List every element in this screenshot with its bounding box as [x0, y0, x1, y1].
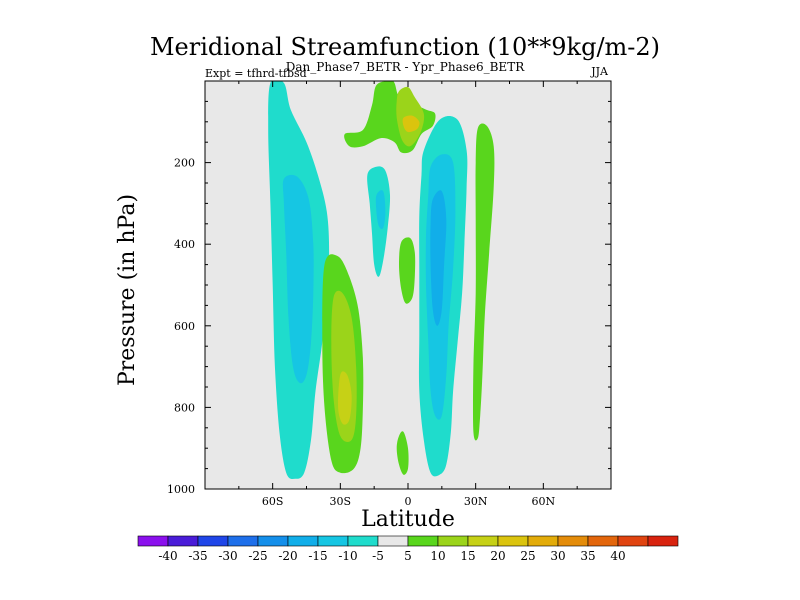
- colorbar-swatch: [557, 535, 589, 547]
- colorbar-label: -30: [218, 549, 237, 563]
- axis-ticks: [205, 81, 611, 489]
- colorbar-label: -15: [308, 549, 327, 563]
- colorbar-swatch: [587, 535, 619, 547]
- contour-region-nh-deep-negative-peak: [430, 190, 447, 326]
- colorbar-label: -40: [158, 549, 177, 563]
- y-axis-title: Pressure (in hPa): [115, 194, 140, 386]
- colorbar-swatch: [437, 535, 469, 547]
- colorbar-labels: -40 -35 -30 -25 -20 -15 -10 -5 5 10 15 20 25 30 35 40: [158, 549, 625, 563]
- colorbar: [137, 535, 679, 547]
- x-tick-label: 60N: [532, 495, 556, 508]
- colorbar-swatch: [227, 535, 259, 547]
- contour-region-equatorial-positive-mid: [399, 237, 416, 304]
- y-tick-label: 200: [174, 157, 195, 170]
- contour-region-upper-positive-cell-peak: [402, 115, 420, 133]
- y-tick-label: 400: [174, 238, 195, 251]
- colorbar-label: 20: [490, 549, 505, 563]
- colorbar-label: 40: [610, 549, 625, 563]
- colorbar-swatch: [467, 535, 499, 547]
- x-axis-title: Latitude: [361, 507, 455, 532]
- experiment-label: Expt = tfhrd-tfbsd: [205, 67, 307, 80]
- chart-title: Meridional Streamfunction (10**9kg/m-2): [150, 33, 660, 61]
- colorbar-swatch: [317, 535, 349, 547]
- colorbar-swatch: [377, 535, 409, 547]
- colorbar-swatch: [617, 535, 649, 547]
- x-tick-label: 60S: [262, 495, 284, 508]
- contour-region-equatorial-positive-low: [396, 431, 409, 475]
- colorbar-swatch: [137, 535, 169, 547]
- y-tick-label: 800: [174, 401, 195, 414]
- colorbar-label: 35: [580, 549, 595, 563]
- colorbar-label: -20: [278, 549, 297, 563]
- y-tick-labels: 200 400 600 800 1000: [167, 157, 195, 496]
- colorbar-label: -10: [338, 549, 357, 563]
- colorbar-swatch: [497, 535, 529, 547]
- colorbar-label: -25: [248, 549, 267, 563]
- contour-region-nh-outer-positive: [472, 123, 495, 441]
- colorbar-swatch: [407, 535, 439, 547]
- x-tick-label: 30N: [464, 495, 488, 508]
- x-tick-labels: 60S 30S 0 30N 60N: [262, 495, 556, 508]
- colorbar-swatch: [347, 535, 379, 547]
- colorbar-label: -5: [372, 549, 384, 563]
- colorbar-swatch: [257, 535, 289, 547]
- colorbar-label: 10: [430, 549, 445, 563]
- colorbar-swatch: [647, 535, 679, 547]
- colorbar-label: 15: [460, 549, 475, 563]
- colorbar-label: 5: [404, 549, 412, 563]
- chart-subtitle: Dan_Phase7_BETR - Ypr_Phase6_BETR: [286, 60, 525, 74]
- contour-region-sh-outer-negative-core: [282, 174, 314, 384]
- y-tick-label: 600: [174, 320, 195, 333]
- contour-region-sh-narrow-negative-core: [375, 190, 386, 230]
- colorbar-swatch: [527, 535, 559, 547]
- colorbar-label: -35: [188, 549, 207, 563]
- colorbar-swatch: [197, 535, 229, 547]
- season-label: JJA: [590, 65, 609, 78]
- colorbar-label: 30: [550, 549, 565, 563]
- contour-region-sh-subtropical-positive-peak: [338, 371, 352, 425]
- contour-regions: [268, 81, 495, 479]
- y-tick-label: 1000: [167, 483, 195, 496]
- colorbar-swatch: [287, 535, 319, 547]
- x-tick-label: 0: [405, 495, 412, 508]
- colorbar-swatch: [167, 535, 199, 547]
- x-tick-label: 30S: [330, 495, 352, 508]
- colorbar-label: 25: [520, 549, 535, 563]
